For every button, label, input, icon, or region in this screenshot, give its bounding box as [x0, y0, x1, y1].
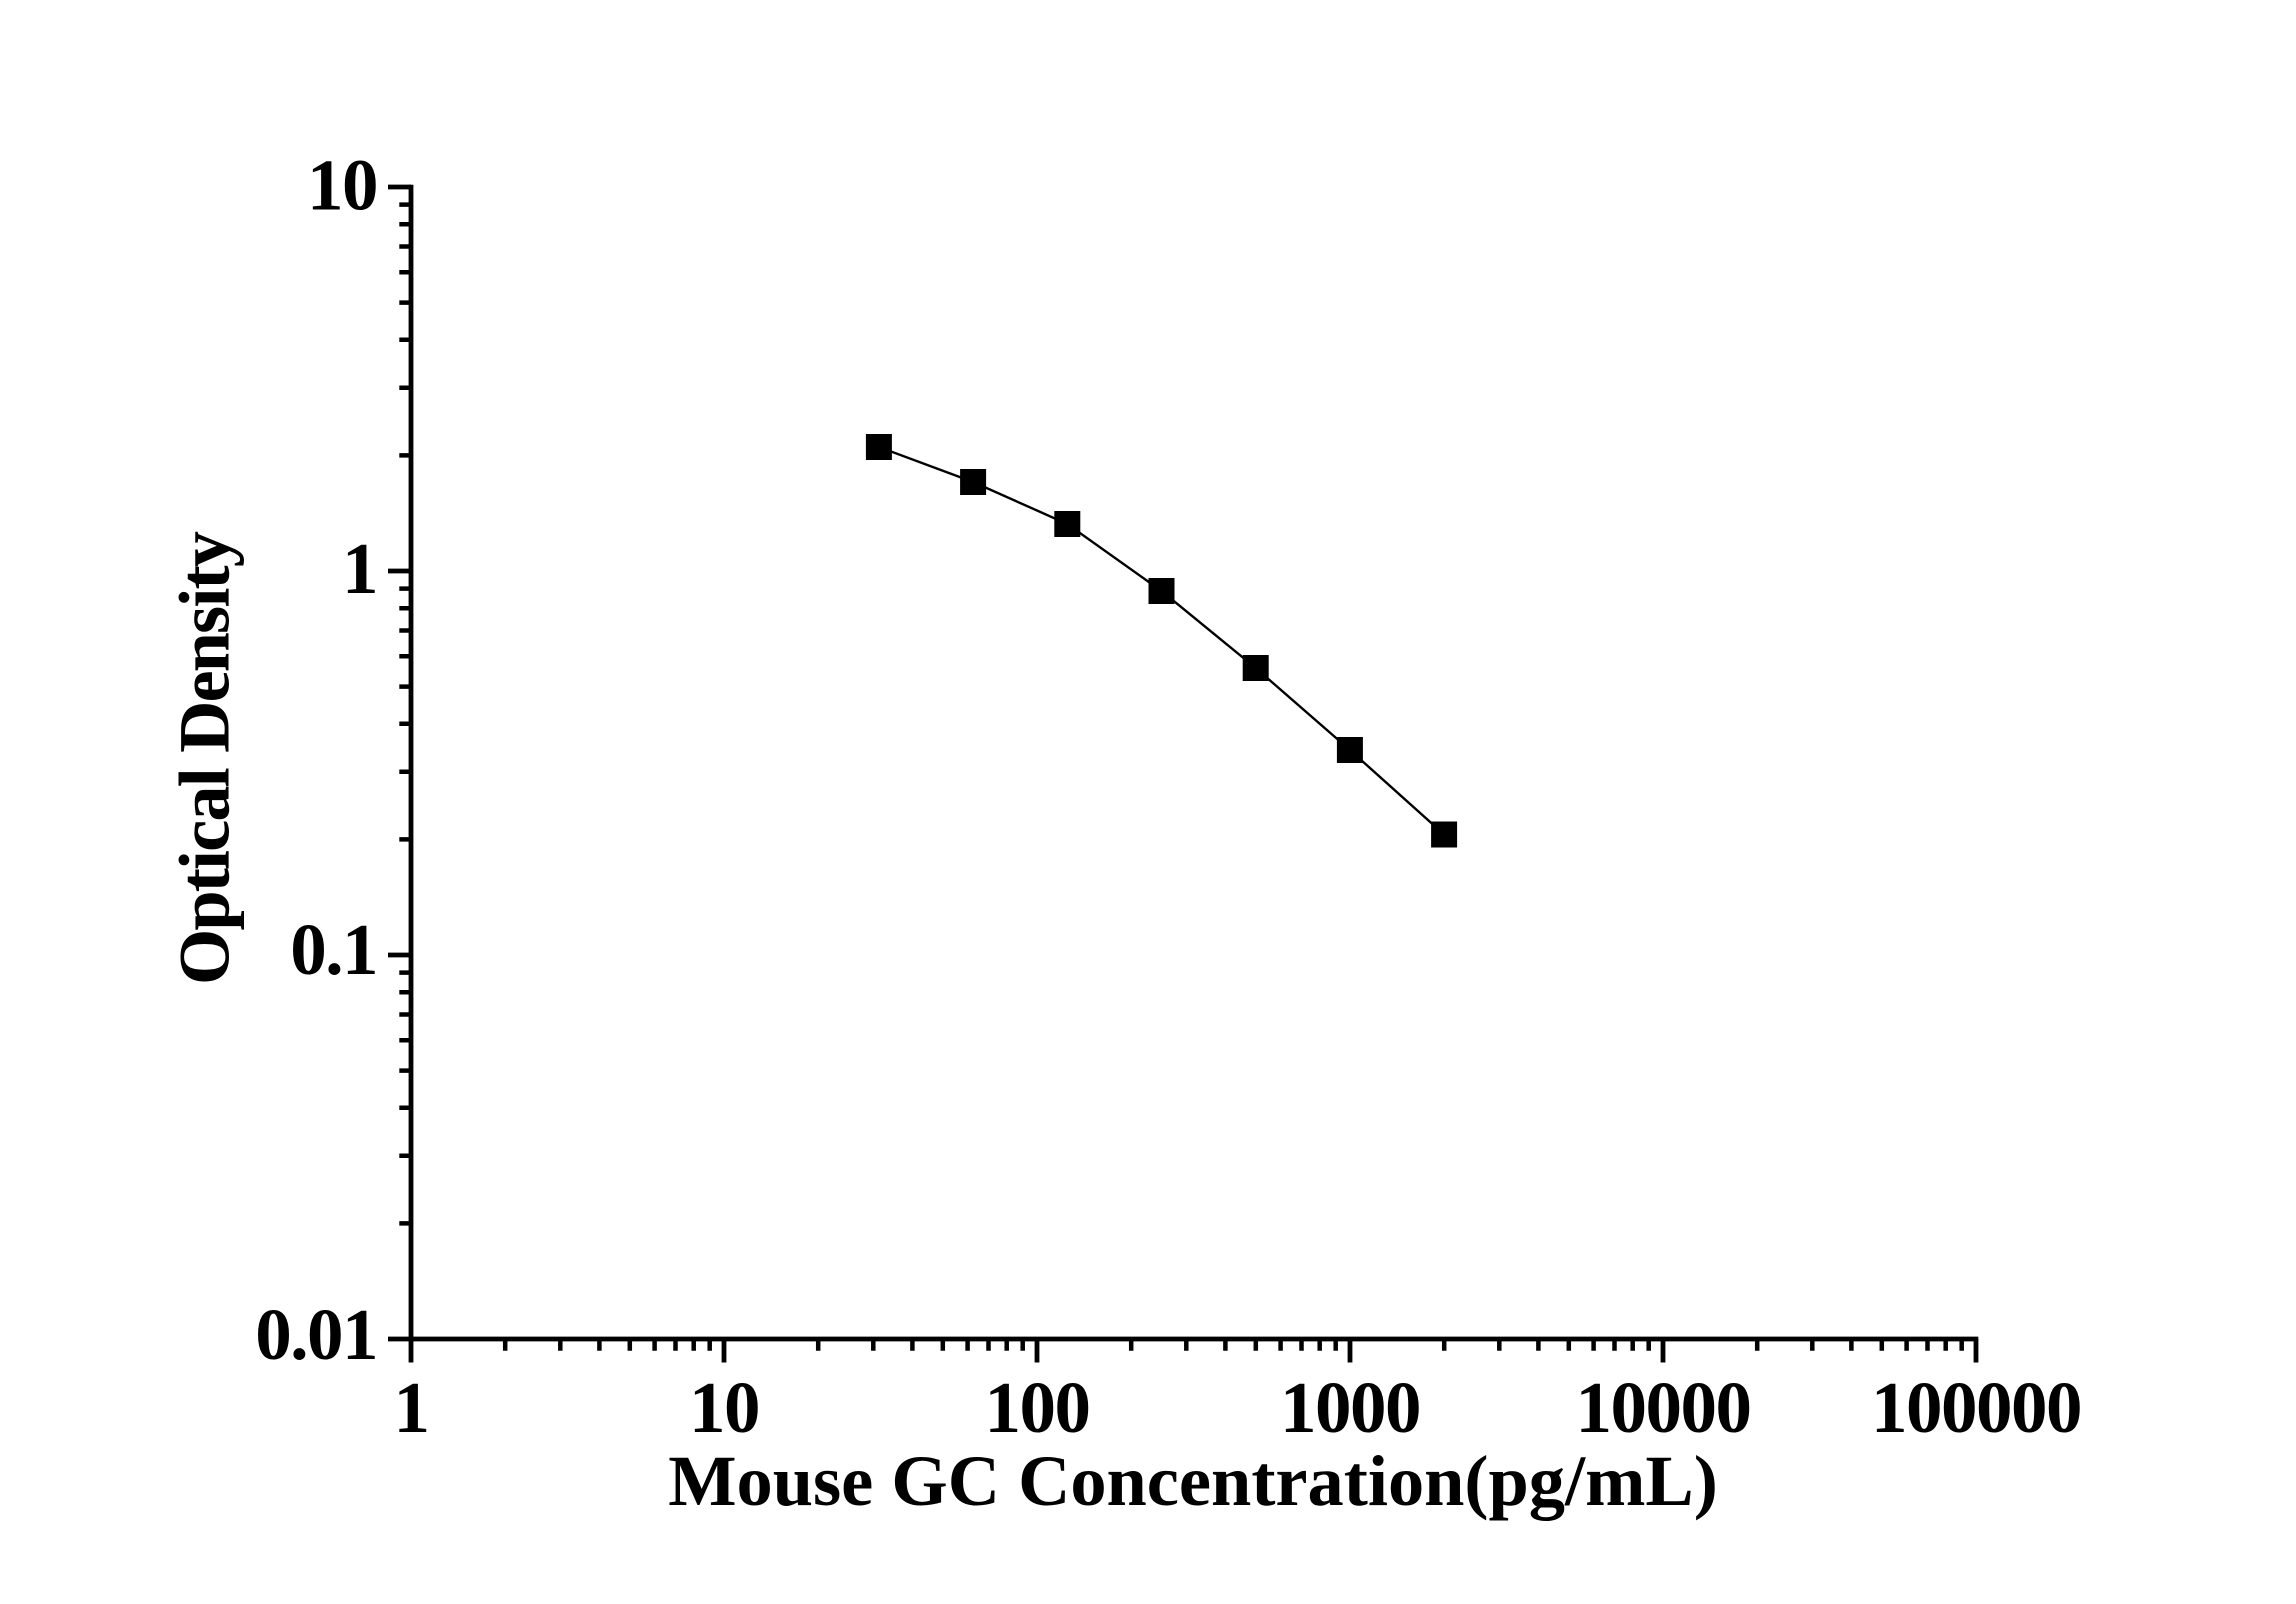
svg-text:10: 10	[307, 145, 377, 226]
svg-text:1: 1	[342, 528, 377, 609]
svg-text:10000: 10000	[1576, 1367, 1751, 1448]
svg-text:1: 1	[394, 1367, 429, 1448]
svg-text:Optical Density: Optical Density	[164, 531, 245, 985]
svg-text:10: 10	[689, 1367, 759, 1448]
svg-text:Mouse GC Concentration(pg/mL): Mouse GC Concentration(pg/mL)	[668, 1440, 1718, 1521]
svg-text:1000: 1000	[1280, 1367, 1420, 1448]
svg-text:100: 100	[985, 1367, 1090, 1448]
svg-text:100000: 100000	[1871, 1367, 2081, 1448]
svg-text:0.01: 0.01	[255, 1294, 377, 1375]
svg-text:0.1: 0.1	[290, 909, 377, 990]
